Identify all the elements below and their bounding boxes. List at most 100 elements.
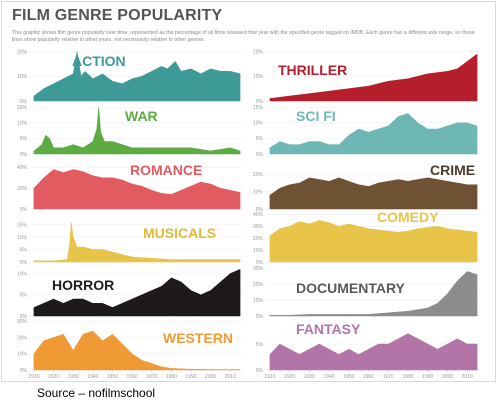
x-tick-label: 2010 [462, 374, 473, 380]
y-tick-label: 20% [17, 49, 28, 55]
x-tick-label: 1980 [402, 374, 413, 380]
x-tick-label: 1970 [383, 374, 394, 380]
y-tick-label: 40% [17, 165, 28, 171]
x-tick-label: 1930 [68, 374, 79, 380]
genre-label: THRILLER [278, 62, 347, 78]
genre-label: WESTERN [163, 330, 233, 346]
chart-western: 0% 10% 20% 30% WESTERN [17, 319, 244, 374]
area-war [33, 107, 241, 155]
y-tick-label: 5% [256, 136, 264, 142]
genre-label: CRIME [430, 162, 475, 178]
y-tick-label: 5% [20, 136, 28, 142]
y-tick-label: 15% [17, 222, 28, 228]
area-comedy [269, 220, 478, 263]
x-tick-label: 2000 [442, 374, 453, 380]
area-action [33, 51, 241, 102]
x-tick-label: 1910 [28, 374, 39, 380]
y-tick-label: 0% [256, 207, 264, 213]
x-tick-label: 1980 [166, 374, 177, 380]
y-tick-label: 10% [17, 235, 28, 241]
genre-label: ACTION [72, 53, 126, 69]
y-tick-label: 15% [253, 105, 264, 111]
y-tick-label: 10% [253, 189, 264, 195]
y-tick-label: 0% [256, 152, 264, 158]
area-romance [33, 169, 241, 210]
chart-action: 0% 10% 20% ACTION [17, 49, 244, 105]
y-tick-label: 15% [17, 105, 28, 111]
y-tick-label: 5% [20, 293, 28, 299]
chart-romance: 0% 20% 40% ROMANCE [17, 162, 244, 213]
x-tick-label: 1940 [87, 374, 98, 380]
x-tick-label: 1990 [422, 374, 433, 380]
y-tick-label: 30% [253, 224, 264, 230]
y-tick-label: 10% [253, 74, 264, 80]
chart-subtitle: This graphic shows film genre popularity… [12, 30, 475, 43]
genre-label: SCI FI [296, 108, 336, 124]
y-tick-label: 10% [17, 352, 28, 358]
x-tick-label: 1970 [146, 374, 157, 380]
y-tick-label: 10% [17, 121, 28, 127]
chart-title: FILM GENRE POPULARITY [12, 7, 223, 24]
area-sci-fi [269, 113, 478, 155]
y-tick-label: 0% [256, 368, 264, 374]
x-tick-label: 1950 [343, 374, 354, 380]
y-tick-label: 10% [17, 271, 28, 277]
genre-label: HORROR [52, 277, 114, 293]
y-tick-label: 5% [20, 247, 28, 253]
y-tick-label: 0% [256, 314, 264, 320]
chart-war: 0% 5% 10% 15% WAR [17, 105, 244, 158]
y-tick-label: 10% [17, 74, 28, 80]
x-tick-label: 1960 [127, 374, 138, 380]
y-tick-label: 20% [17, 335, 28, 341]
chart-comedy: 0% 10% 20% 30% 40% COMEDY [253, 209, 481, 266]
chart-sci-fi: 0% 5% 10% 15% SCI FI [253, 105, 481, 158]
x-tick-label: 1920 [48, 374, 59, 380]
y-tick-label: 0% [20, 260, 28, 266]
y-tick-label: 20% [253, 172, 264, 178]
area-horror [33, 268, 241, 317]
y-tick-label: 10% [253, 298, 264, 304]
y-tick-label: 20% [253, 49, 264, 55]
x-tick-label: 2010 [225, 374, 236, 380]
y-tick-label: 20% [17, 186, 28, 192]
y-tick-label: 0% [20, 314, 28, 320]
y-tick-label: 10% [253, 248, 264, 254]
y-tick-label: 0% [20, 99, 28, 105]
chart-crime: 0% 10% 20% CRIME [253, 162, 481, 213]
chart-fantasy: 0% 5% FANTASY [256, 321, 481, 374]
genre-label: WAR [125, 108, 158, 124]
chart-horror: 0% 5% 10% HORROR [17, 268, 244, 320]
x-axis-right: 1910 1920 1930 1940 1950 1960 1970 1980 1990 2000… [264, 370, 473, 380]
y-tick-label: 0% [20, 152, 28, 158]
source-caption: Source – nofilmschool [37, 386, 156, 400]
chart-musicals: 0% 5% 10% 15% MUSICALS [17, 221, 244, 266]
y-tick-label: 20% [253, 282, 264, 288]
y-tick-label: 30% [17, 319, 28, 325]
x-tick-label: 1930 [304, 374, 315, 380]
x-tick-label: 1920 [284, 374, 295, 380]
area-fantasy [269, 333, 478, 371]
y-tick-label: 5% [256, 342, 264, 348]
genre-label: DOCUMENTARY [296, 280, 406, 296]
area-musicals [33, 221, 241, 263]
y-tick-label: 20% [253, 236, 264, 242]
y-tick-label: 40% [253, 212, 264, 218]
genre-label: ROMANCE [130, 162, 202, 178]
chart-thriller: 0% 10% 20% THRILLER [253, 49, 481, 105]
x-tick-label: 1990 [185, 374, 196, 380]
genre-label: MUSICALS [143, 225, 216, 241]
x-axis-left: 1910 1920 1930 1940 1950 1960 1970 1980 1990 2000… [28, 370, 236, 380]
chart-documentary: 0% 10% 20% 30% DOCUMENTARY [253, 266, 481, 320]
y-tick-label: 0% [20, 368, 28, 374]
area-thriller [269, 53, 478, 102]
x-tick-label: 1940 [324, 374, 335, 380]
area-western [33, 330, 241, 371]
y-tick-label: 0% [256, 260, 264, 266]
y-tick-label: 0% [20, 207, 28, 213]
x-tick-label: 1950 [107, 374, 118, 380]
genre-label: COMEDY [377, 209, 439, 225]
area-documentary [269, 271, 478, 317]
y-tick-label: 10% [253, 121, 264, 127]
x-tick-label: 2000 [205, 374, 216, 380]
